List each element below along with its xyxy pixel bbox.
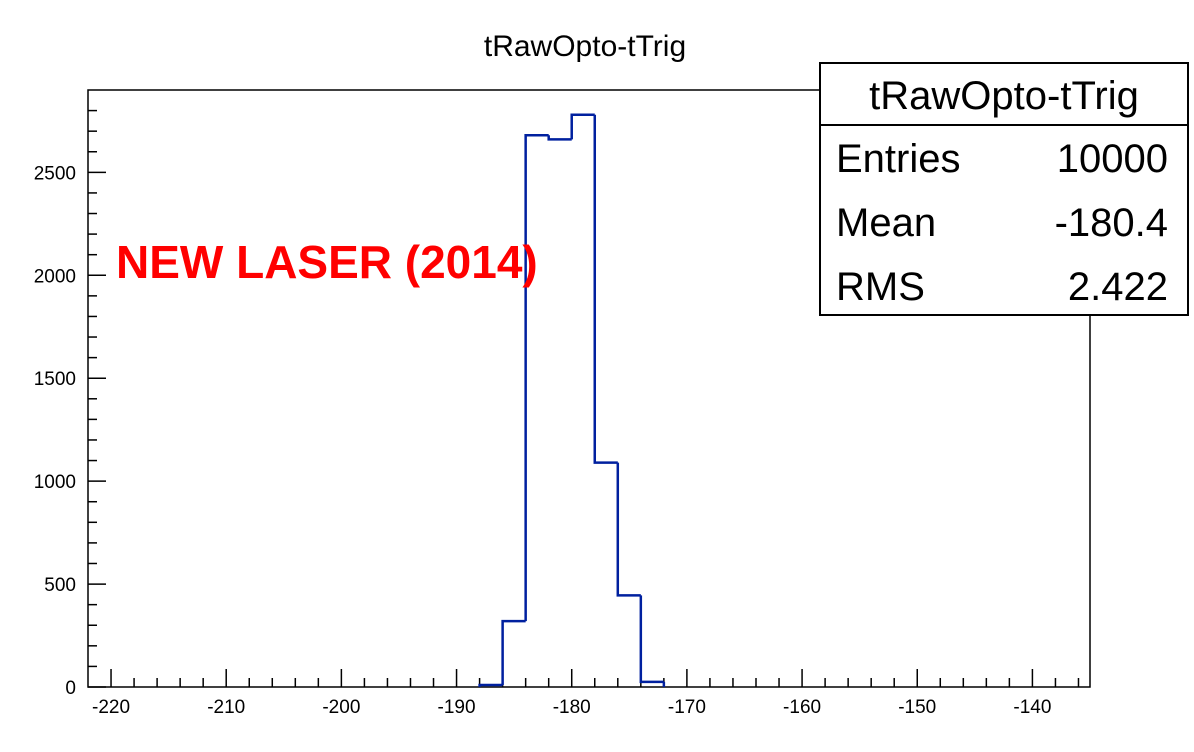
x-tick-label: -180 (553, 697, 591, 718)
stats-box: tRawOpto-tTrig Entries 10000 Mean -180.4… (819, 62, 1189, 316)
histogram-bin (478, 683, 503, 687)
axis-ticks: -220 -210 -200 -190 -180 -170 -160 -150 -140 0 500… (34, 109, 1080, 718)
y-tick-label: 1500 (34, 369, 76, 390)
stats-box-frame (819, 62, 1189, 316)
x-tick-label: -160 (783, 697, 821, 718)
histogram-bin (547, 135, 572, 141)
x-tick-label: -140 (1013, 697, 1051, 718)
histogram-bin (593, 114, 618, 464)
x-tick-label: -200 (322, 697, 360, 718)
stats-box-title: tRawOpto-tTrig (869, 74, 1139, 118)
histogram-bin (616, 462, 641, 597)
y-tick-label: 0 (65, 678, 76, 699)
stats-entries-label: Entries (836, 137, 961, 181)
stats-entries-value: 10000 (1057, 137, 1168, 181)
x-tick-label: -190 (438, 697, 476, 718)
new-laser-annotation: NEW LASER (2014) (116, 236, 538, 288)
histogram-bins (478, 113, 666, 687)
histogram-bin (524, 134, 549, 622)
y-tick-label: 2500 (34, 163, 76, 184)
stats-mean-label: Mean (836, 201, 936, 245)
stats-rms-label: RMS (836, 265, 925, 309)
stats-mean-value: -180.4 (1055, 201, 1168, 245)
x-tick-label: -170 (668, 697, 706, 718)
x-tick-label: -220 (92, 697, 130, 718)
y-tick-label: 500 (44, 575, 76, 596)
y-tick-label: 1000 (34, 472, 76, 493)
histogram-bin (570, 113, 595, 140)
x-tick-label: -150 (898, 697, 936, 718)
y-tick-label: 2000 (34, 266, 76, 287)
histogram-bin (639, 595, 664, 684)
x-tick-label: -210 (207, 697, 245, 718)
stats-rms-value: 2.422 (1068, 265, 1168, 309)
plot-frame (87, 89, 1091, 688)
histogram-bin (501, 619, 526, 685)
chart-title: tRawOpto-tTrig (484, 30, 686, 63)
